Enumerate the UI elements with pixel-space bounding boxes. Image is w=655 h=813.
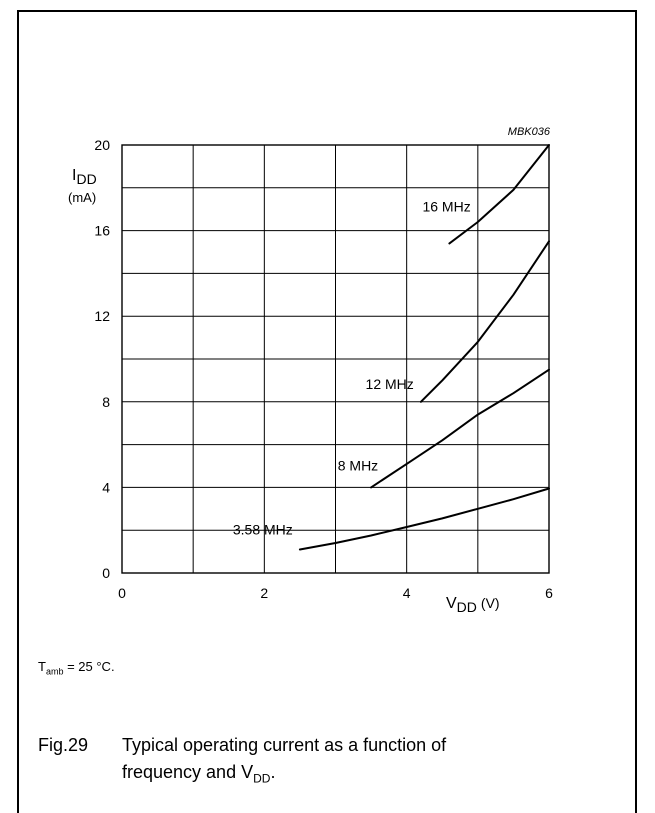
y-axis-label-sub: DD — [76, 171, 96, 187]
caption-line2-post: . — [270, 762, 276, 782]
plot-area-border — [121, 144, 550, 574]
x-axis-label-main: V — [446, 595, 457, 612]
note-prefix: T — [38, 659, 46, 674]
note-rest: = 25 °C. — [63, 659, 115, 674]
caption-line1: Typical operating current as a function … — [122, 735, 447, 755]
y-tick-label: 8 — [102, 394, 110, 410]
x-tick-label: 0 — [118, 585, 126, 601]
series-curve-2 — [419, 240, 550, 403]
chart-code: MBK036 — [508, 126, 551, 138]
y-tick-label: 4 — [102, 479, 110, 495]
series-curve-0 — [298, 487, 550, 551]
y-axis-unit: (mA) — [68, 190, 96, 205]
series-label-0: 3.58 MHz — [233, 521, 293, 537]
series-curves — [298, 144, 550, 551]
x-axis-label: VDD (V) — [446, 595, 500, 615]
caption-line2-pre: frequency and V — [122, 762, 254, 782]
tick-labels: 0 2 4 6 0 4 8 12 16 20 — [94, 137, 553, 601]
y-tick-label: 0 — [102, 565, 110, 581]
figure-caption: Fig.29 Typical operating current as a fun… — [38, 732, 446, 793]
y-tick-label: 16 — [94, 223, 110, 239]
x-axis-label-sub: DD — [457, 599, 477, 615]
y-tick-label: 20 — [94, 137, 110, 153]
x-axis-label-unit: (V) — [481, 595, 500, 611]
series-curve-1 — [370, 368, 550, 489]
x-tick-label: 2 — [260, 585, 268, 601]
y-axis-label: IDD — [72, 167, 97, 187]
series-labels: 3.58 MHz 8 MHz 12 MHz 16 MHz — [233, 198, 471, 537]
series-curve-3 — [448, 144, 550, 245]
x-tick-label: 4 — [403, 585, 411, 601]
figure-frame — [17, 10, 637, 813]
grid — [121, 144, 550, 574]
caption-line2: frequency and VDD. — [38, 759, 446, 793]
series-label-1: 8 MHz — [338, 457, 378, 473]
x-tick-label: 6 — [545, 585, 553, 601]
caption-line2-sub: DD — [253, 771, 271, 786]
series-label-3: 16 MHz — [422, 198, 470, 214]
figure-number: Fig.29 — [38, 735, 89, 755]
temperature-note: Tamb = 25 °C. — [38, 659, 115, 677]
y-tick-label: 12 — [94, 308, 110, 324]
y-axis-label-main: I — [72, 167, 76, 184]
series-label-2: 12 MHz — [366, 376, 414, 392]
note-sub: amb — [45, 666, 64, 677]
